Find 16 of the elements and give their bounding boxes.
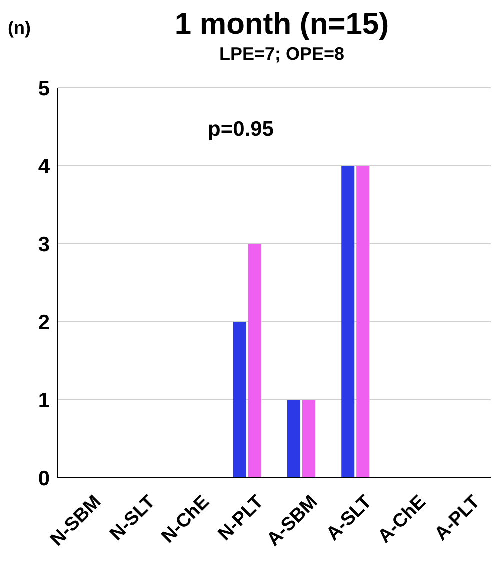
y-tick-label: 5 bbox=[38, 77, 50, 100]
y-tick-label: 3 bbox=[38, 233, 50, 256]
bar bbox=[342, 166, 355, 478]
y-tick-label: 1 bbox=[38, 389, 50, 412]
bar bbox=[233, 322, 246, 478]
bar bbox=[287, 400, 300, 478]
chart-title: 1 month (n=15) bbox=[174, 8, 390, 42]
y-tick-label: 4 bbox=[38, 155, 50, 178]
y-tick-label: 0 bbox=[38, 467, 50, 490]
y-axis-title: (n) bbox=[8, 18, 31, 39]
bar bbox=[356, 166, 370, 478]
bar bbox=[248, 244, 262, 478]
annotation: p=0.95 bbox=[208, 118, 274, 142]
bar bbox=[302, 400, 316, 478]
chart-subtitle: LPE=7; OPE=8 bbox=[218, 44, 346, 65]
y-tick-label: 2 bbox=[38, 311, 50, 334]
